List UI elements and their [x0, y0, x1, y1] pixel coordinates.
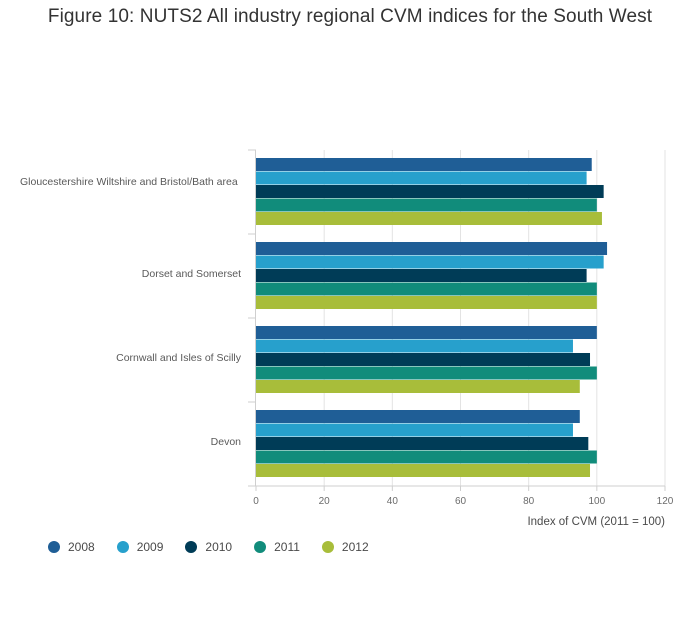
bar-2012-3: [256, 464, 591, 477]
x-tick-label-3: 60: [455, 496, 467, 507]
x-tick-label-0: 0: [253, 496, 259, 507]
bar-2011-1: [256, 282, 597, 296]
bar-2010-0: [256, 185, 604, 198]
bar-2010-2: [256, 353, 591, 366]
bar-2008-3: [256, 410, 580, 423]
legend-swatch-2011: [254, 541, 267, 553]
legend: 2008 2009 2010 2011 2012: [48, 540, 391, 554]
x-tick-label-2: 40: [387, 496, 399, 507]
bar-2008-2: [256, 326, 597, 339]
bar-2011-2: [256, 366, 597, 380]
legend-swatch-2010: [185, 541, 198, 553]
chart-title: Figure 10: NUTS2 All industry regional C…: [47, 6, 653, 27]
legend-swatch-2008: [48, 541, 60, 553]
bar-2011-3: [256, 450, 597, 464]
category-label-2: Cornwall and Isles of Scilly: [116, 351, 241, 364]
x-axis-label: Index of CVM (2011 = 100): [527, 516, 665, 528]
legend-label-2010: 2010: [205, 540, 233, 554]
x-tick-label-1: 20: [319, 496, 331, 507]
legend-item-2010[interactable]: 2010: [185, 540, 232, 554]
x-tick-label-6: 120: [657, 496, 674, 507]
legend-label-2008: 2008: [68, 540, 95, 554]
category-label-0: Gloucestershire Wiltshire and Bristol/Ba…: [20, 176, 238, 188]
bar-2008-0: [256, 158, 592, 171]
bar-2009-3: [256, 423, 573, 437]
bar-2010-1: [256, 269, 587, 282]
legend-item-2011[interactable]: 2011: [254, 540, 300, 554]
bar-2008-1: [256, 242, 608, 255]
bar-2010-3: [256, 437, 589, 450]
bar-2012-0: [256, 212, 602, 225]
legend-item-2012[interactable]: 2012: [321, 540, 369, 554]
bar-2011-0: [256, 198, 597, 212]
legend-label-2012: 2012: [341, 540, 369, 554]
legend-item-2009[interactable]: 2009: [116, 540, 164, 554]
bar-2012-1: [256, 296, 597, 309]
legend-item-2008[interactable]: 2008: [48, 540, 95, 554]
category-label-3: Devon: [210, 435, 241, 448]
bar-2009-0: [256, 171, 587, 185]
category-label-1: Dorset and Somerset: [141, 267, 241, 280]
bar-2012-2: [256, 380, 580, 393]
x-tick-label-5: 100: [588, 496, 605, 507]
bar-2009-2: [256, 339, 573, 353]
x-tick-label-4: 80: [523, 496, 535, 507]
legend-label-2011: 2011: [274, 540, 300, 554]
legend-label-2009: 2009: [136, 540, 164, 554]
bar-2009-1: [256, 255, 604, 269]
legend-swatch-2009: [116, 541, 129, 553]
legend-swatch-2012: [321, 541, 334, 553]
